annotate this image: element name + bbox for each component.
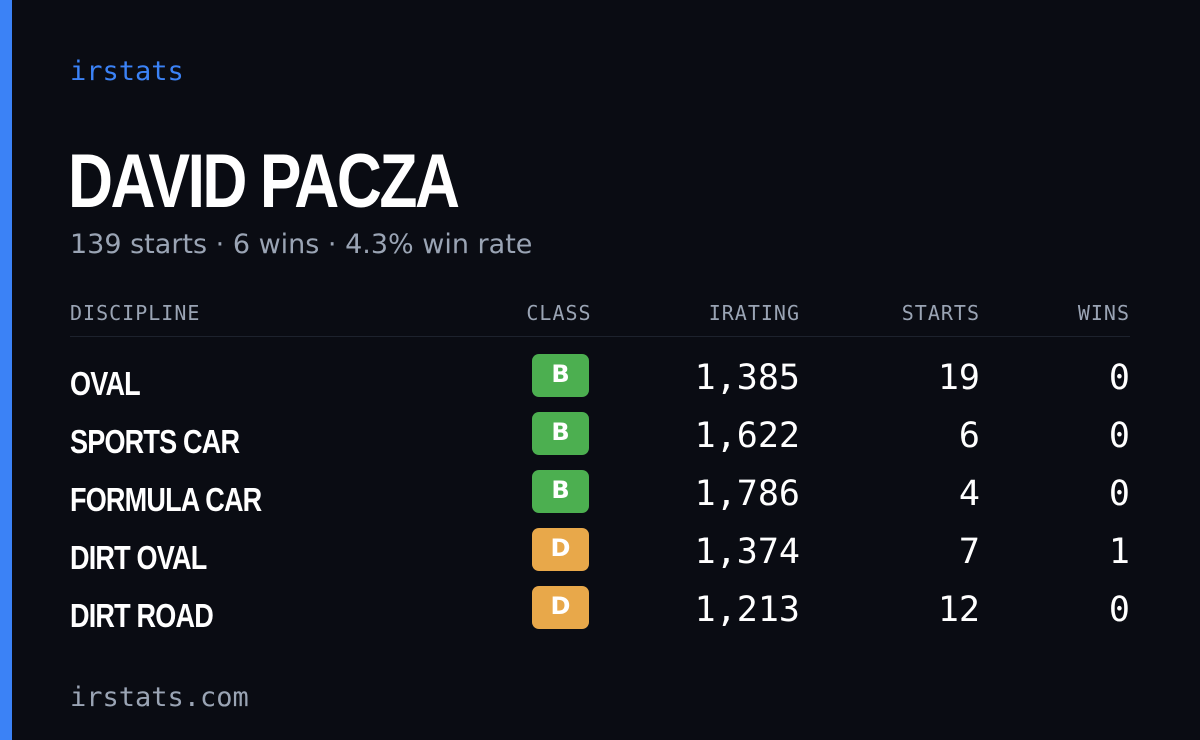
class-badge: D [532, 586, 589, 629]
header-starts: STARTS [901, 301, 980, 325]
table-row: SPORTS CAR B 1,622 6 0 [70, 410, 1130, 468]
irating-value: 1,622 [694, 416, 800, 456]
class-badge: B [532, 412, 589, 455]
discipline-name: DIRT OVAL [70, 539, 207, 576]
header-discipline: DISCIPLINE [70, 301, 201, 325]
irating-value: 1,374 [694, 532, 800, 572]
irating-value: 1,385 [694, 358, 800, 398]
wins-value: 1 [1108, 532, 1130, 572]
footer-url: irstats.com [70, 682, 249, 713]
table-row: DIRT ROAD D 1,213 12 0 [70, 584, 1130, 642]
class-badge: B [532, 354, 589, 397]
table-header: DISCIPLINE CLASS IRATING STARTS WINS [70, 298, 1130, 337]
irating-value: 1,213 [694, 590, 800, 630]
table-row: OVAL B 1,385 19 0 [70, 352, 1130, 410]
starts-value: 19 [937, 358, 980, 398]
table-row: DIRT OVAL D 1,374 7 1 [70, 526, 1130, 584]
discipline-name: FORMULA CAR [70, 481, 262, 518]
discipline-name: SPORTS CAR [70, 423, 240, 460]
class-badge: D [532, 528, 589, 571]
header-irating: IRATING [708, 301, 800, 325]
class-badge: B [532, 470, 589, 513]
table-row: FORMULA CAR B 1,786 4 0 [70, 468, 1130, 526]
irating-value: 1,786 [694, 474, 800, 514]
wins-value: 0 [1108, 358, 1130, 398]
driver-name: DAVID PACZA [68, 139, 460, 224]
discipline-name: OVAL [70, 365, 141, 402]
wins-value: 0 [1108, 590, 1130, 630]
wins-value: 0 [1108, 474, 1130, 514]
driver-summary: 139 starts · 6 wins · 4.3% win rate [70, 229, 533, 260]
starts-value: 6 [958, 416, 980, 456]
brand-logo-text: irstats [70, 56, 184, 87]
starts-value: 4 [958, 474, 980, 514]
starts-value: 7 [958, 532, 980, 572]
header-wins: WINS [1077, 301, 1130, 325]
starts-value: 12 [937, 590, 980, 630]
header-class: CLASS [526, 301, 592, 325]
wins-value: 0 [1108, 416, 1130, 456]
discipline-table: OVAL B 1,385 19 0 SPORTS CAR B 1,622 6 0… [70, 352, 1130, 642]
accent-bar [0, 0, 12, 740]
discipline-name: DIRT ROAD [70, 597, 214, 634]
